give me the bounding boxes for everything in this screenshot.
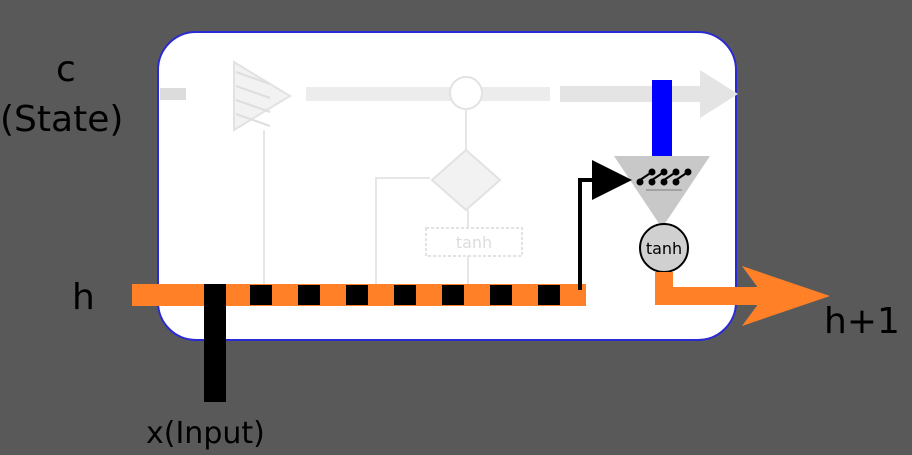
faded-state-line [306,87,550,101]
faded-state-line-right [560,86,710,102]
faded-input-branch [375,177,430,286]
next-hidden-label: h+1 [824,301,900,342]
faded-multiply-circle [449,76,483,110]
input-label: x(Input) [146,416,265,451]
faded-tanh-box [425,227,523,257]
output-line [655,272,780,305]
output-arrowhead [742,266,830,326]
faded-forget-switches [235,71,271,127]
state-feed-line [652,80,672,158]
hidden-line-dashes [250,285,560,305]
input-line [204,284,226,402]
faded-tanh-label: tanh [456,233,492,252]
hidden-label: h [72,277,95,318]
hidden-to-gate-arrow [578,160,632,290]
faded-internals [160,60,738,286]
state-symbol-label: c [56,49,76,90]
output-gate-switches [636,168,692,191]
state-label: (State) [0,99,124,140]
faded-state-line-left [160,88,186,100]
faded-input-gate [430,148,502,212]
tanh-label: tanh [646,239,682,258]
faded-state-arrow [700,70,738,118]
